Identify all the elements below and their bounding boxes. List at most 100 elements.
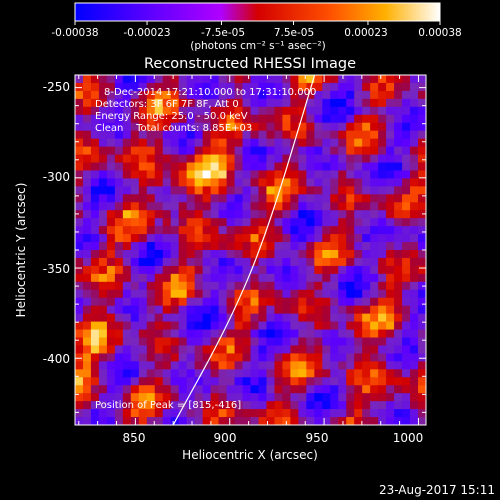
heatmap-cell xyxy=(402,75,411,84)
heatmap-cell xyxy=(178,75,188,84)
annotation-energy-range: Energy Range: 25.0 - 50.0 keV xyxy=(95,111,248,122)
heatmap-cell xyxy=(75,417,84,425)
heatmap-cell xyxy=(218,257,228,267)
heatmap-cell xyxy=(106,90,116,100)
heatmap-cell xyxy=(98,305,108,315)
heatmap-cell xyxy=(346,321,355,331)
heatmap-cell xyxy=(274,265,284,275)
heatmap-cell xyxy=(122,106,132,116)
heatmap-cell xyxy=(130,154,140,164)
heatmap-cell xyxy=(186,114,196,124)
heatmap-cell xyxy=(298,385,307,394)
heatmap-cell xyxy=(378,409,387,418)
heatmap-cell xyxy=(162,138,172,148)
heatmap-cell xyxy=(346,313,355,323)
heatmap-cell xyxy=(330,401,339,410)
heatmap-cell xyxy=(98,226,108,235)
heatmap-cell xyxy=(402,265,411,275)
heatmap-cell xyxy=(418,409,426,418)
heatmap-cell xyxy=(202,305,212,315)
heatmap-cell xyxy=(75,122,84,132)
heatmap-cell xyxy=(386,122,395,132)
heatmap-cell xyxy=(394,98,403,108)
heatmap-cell xyxy=(386,218,395,227)
heatmap-cell xyxy=(258,297,268,307)
heatmap-cell xyxy=(258,98,268,108)
heatmap-cell xyxy=(194,385,204,394)
heatmap-cell xyxy=(146,218,156,227)
heatmap-cell xyxy=(314,90,323,100)
heatmap-cell xyxy=(242,194,252,203)
heatmap-cell xyxy=(410,369,419,378)
heatmap-cell xyxy=(346,218,355,227)
heatmap-cell xyxy=(394,337,403,347)
heatmap-cell xyxy=(298,186,307,195)
heatmap-cell xyxy=(130,194,140,203)
heatmap-cell xyxy=(90,273,100,283)
heatmap-cell xyxy=(298,353,307,362)
heatmap-cell xyxy=(194,210,204,219)
heatmap-cell xyxy=(90,361,100,370)
heatmap-cell xyxy=(194,162,204,172)
heatmap-cell xyxy=(274,250,284,259)
heatmap-cell xyxy=(242,409,252,418)
heatmap-cell xyxy=(242,361,252,370)
heatmap-cell xyxy=(282,130,291,140)
heatmap-cell xyxy=(242,234,252,243)
heatmap-cell xyxy=(338,130,347,140)
heatmap-cell xyxy=(202,202,212,211)
heatmap-cell xyxy=(226,82,236,92)
heatmap-cell xyxy=(138,297,148,307)
heatmap-cell xyxy=(178,281,188,291)
heatmap-cell xyxy=(210,98,220,108)
heatmap-cell xyxy=(202,321,212,331)
heatmap-cell xyxy=(282,289,291,299)
heatmap-cell xyxy=(290,106,299,116)
heatmap-cell xyxy=(410,234,419,243)
heatmap-cell xyxy=(226,377,236,386)
heatmap-cell xyxy=(234,313,244,323)
heatmap-cell xyxy=(338,297,347,307)
heatmap-cell xyxy=(346,345,355,354)
heatmap-cell xyxy=(90,377,100,386)
heatmap-cell xyxy=(210,353,220,362)
heatmap-cell xyxy=(346,289,355,299)
heatmap-cell xyxy=(186,75,196,84)
heatmap-cell xyxy=(210,170,220,179)
heatmap-cell xyxy=(106,289,116,299)
heatmap-cell xyxy=(306,138,315,148)
heatmap-cell xyxy=(82,361,92,370)
heatmap-cell xyxy=(338,170,347,179)
heatmap-cell xyxy=(210,234,220,243)
heatmap-cell xyxy=(250,138,260,148)
heatmap-cell xyxy=(386,202,395,211)
heatmap-cell xyxy=(282,250,291,259)
heatmap-cell xyxy=(82,75,92,84)
heatmap-cell xyxy=(370,281,379,291)
heatmap-cell xyxy=(370,170,379,179)
heatmap-cell xyxy=(114,226,124,235)
heatmap-cell xyxy=(75,106,84,116)
heatmap-cell xyxy=(90,345,100,354)
heatmap-cell xyxy=(330,265,339,275)
heatmap-cell xyxy=(330,242,339,251)
heatmap-cell xyxy=(282,242,291,251)
heatmap-cell xyxy=(234,218,244,227)
heatmap-cell xyxy=(298,265,307,275)
heatmap-cell xyxy=(154,178,164,187)
heatmap-cell xyxy=(90,98,100,108)
heatmap-cell xyxy=(362,162,371,172)
heatmap-cell xyxy=(154,194,164,203)
heatmap-cell xyxy=(330,218,339,227)
heatmap-cell xyxy=(82,218,92,227)
heatmap-cell xyxy=(250,218,260,227)
heatmap-cell xyxy=(90,130,100,140)
heatmap-cell xyxy=(138,114,148,124)
heatmap-cell xyxy=(90,281,100,291)
heatmap-cell xyxy=(122,289,132,299)
heatmap-cell xyxy=(410,202,419,211)
heatmap-cell xyxy=(306,130,315,140)
heatmap-cell xyxy=(282,369,291,378)
heatmap-cell xyxy=(138,289,148,299)
